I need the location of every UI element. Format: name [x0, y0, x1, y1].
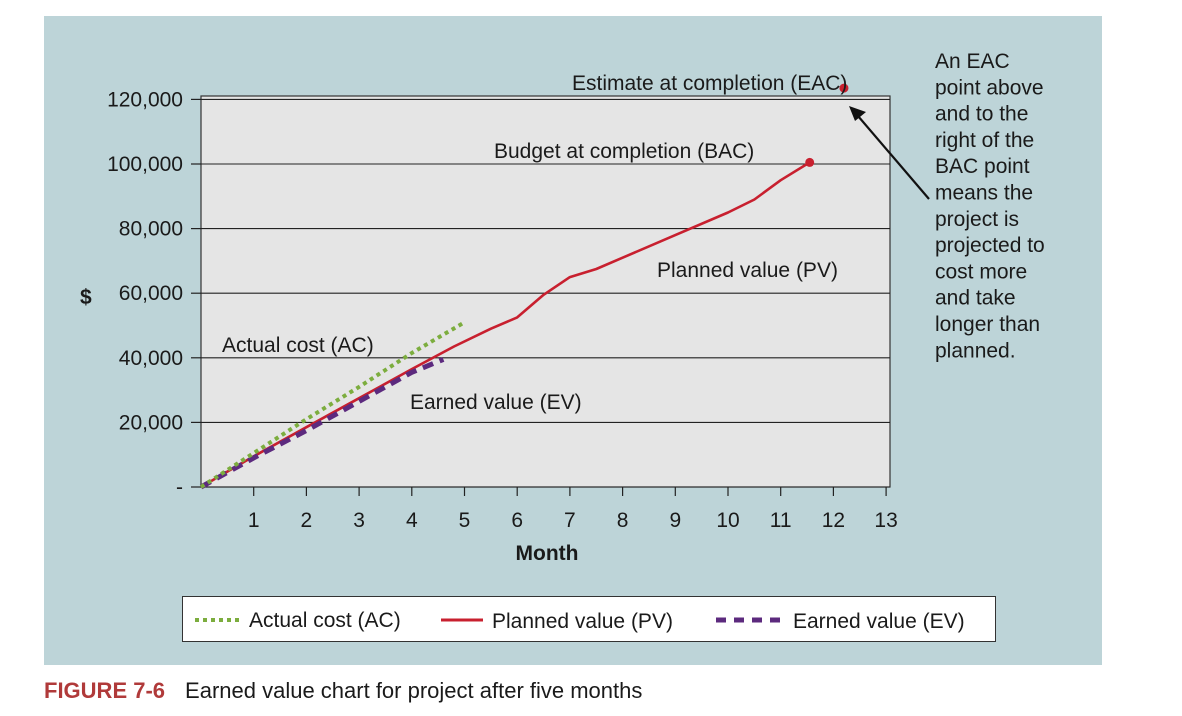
series-actual-cost-ac	[199, 320, 466, 489]
annotation-line: and take	[935, 287, 1016, 310]
x-tick-label: 7	[564, 509, 576, 532]
legend: Actual cost (AC) Planned value (PV) Earn…	[182, 596, 996, 642]
milestone-points	[805, 83, 849, 167]
x-tick-label: 9	[669, 509, 681, 532]
y-tick-label: -	[176, 476, 183, 499]
annotation-line: An EAC	[935, 50, 1010, 73]
bac-point	[805, 157, 815, 167]
x-axis-ticks: 1 2 3 4 5 6 7 8 9 10 11 12 13	[248, 487, 898, 532]
earned-value-chart: -20,00040,00060,00080,000100,000120,000 …	[80, 50, 1045, 565]
annotation-line: BAC point	[935, 155, 1030, 178]
annotation-line: point above	[935, 76, 1044, 99]
y-tick-label: 40,000	[119, 347, 183, 370]
annotation-line: and to the	[935, 103, 1028, 126]
annotation-line: means the	[935, 182, 1033, 205]
caption-text: Earned value chart for project after fiv…	[185, 678, 643, 703]
x-tick-label: 11	[770, 509, 792, 532]
x-tick-label: 6	[511, 509, 523, 532]
x-tick-label: 10	[716, 509, 739, 532]
eac-annotation: An EAC point above and to the right of the B…	[935, 50, 1045, 362]
legend-ev-label: Earned value (EV)	[793, 610, 965, 633]
x-tick-label: 8	[617, 509, 629, 532]
ev-curve-label: Earned value (EV)	[410, 391, 582, 414]
x-tick-label: 3	[353, 509, 365, 532]
y-tick-label: 20,000	[119, 411, 183, 434]
x-tick-label: 4	[406, 509, 418, 532]
x-axis-title: Month	[516, 542, 579, 565]
x-tick-label: 12	[822, 509, 845, 532]
y-tick-label: 120,000	[107, 88, 183, 111]
series-planned-value-pv	[200, 161, 811, 489]
annotation-line: planned.	[935, 339, 1016, 362]
legend-ac-label: Actual cost (AC)	[249, 609, 401, 632]
figure-caption: FIGURE 7-6 Earned value chart for project…	[44, 678, 642, 704]
x-tick-label: 2	[301, 509, 313, 532]
y-axis-ticks: - 20,000 40,000 60,000 80,000 100,000 120,000	[107, 88, 201, 499]
series-lines	[199, 161, 811, 490]
pv-curve-label: Planned value (PV)	[657, 259, 838, 282]
annotation-line: cost more	[935, 260, 1027, 283]
arrowhead-icon	[849, 106, 866, 121]
ac-curve-label: Actual cost (AC)	[222, 334, 374, 357]
figure-panel: -20,000 40,000 60,000 80,000 100,000 120,000 …	[44, 16, 1102, 665]
x-tick-label: 13	[874, 509, 897, 532]
dollar-label: $	[80, 286, 92, 309]
annotation-line: project is	[935, 208, 1019, 231]
annotation-line: longer than	[935, 313, 1040, 336]
annotation-line: projected to	[935, 234, 1045, 257]
annotation-arrow	[857, 115, 930, 200]
eac-label: Estimate at completion (EAC)	[572, 72, 847, 95]
y-tick-label: 60,000	[119, 282, 183, 305]
series-earned-value-ev	[199, 357, 445, 490]
legend-pv-label: Planned value (PV)	[492, 610, 673, 633]
x-tick-label: 5	[459, 509, 471, 532]
y-tick-label: 100,000	[107, 153, 183, 176]
annotation-line: right of the	[935, 129, 1034, 152]
figure-number: FIGURE 7-6	[44, 678, 166, 703]
bac-label: Budget at completion (BAC)	[494, 140, 754, 163]
x-tick-label: 1	[248, 509, 260, 532]
y-tick-label: 80,000	[119, 218, 183, 241]
eac-point	[839, 83, 849, 93]
